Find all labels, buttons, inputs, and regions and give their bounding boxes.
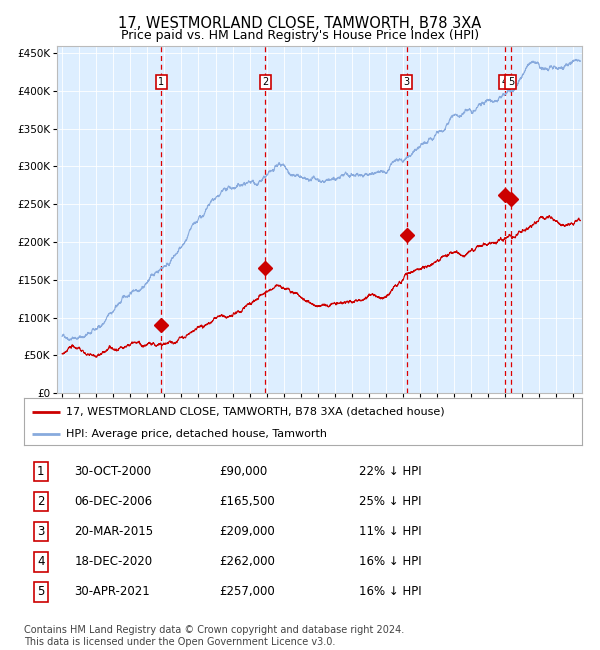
Text: £165,500: £165,500 — [220, 495, 275, 508]
Text: 4: 4 — [37, 555, 44, 568]
Text: £209,000: £209,000 — [220, 525, 275, 538]
Text: 17, WESTMORLAND CLOSE, TAMWORTH, B78 3XA: 17, WESTMORLAND CLOSE, TAMWORTH, B78 3XA — [118, 16, 482, 31]
Text: 2: 2 — [262, 77, 269, 87]
Text: 16% ↓ HPI: 16% ↓ HPI — [359, 555, 421, 568]
Text: 1: 1 — [37, 465, 44, 478]
Text: 30-APR-2021: 30-APR-2021 — [74, 586, 150, 599]
Text: 4: 4 — [502, 77, 508, 87]
Text: 5: 5 — [508, 77, 514, 87]
Text: 20-MAR-2015: 20-MAR-2015 — [74, 525, 154, 538]
Text: 16% ↓ HPI: 16% ↓ HPI — [359, 586, 421, 599]
Text: £90,000: £90,000 — [220, 465, 268, 478]
Text: 1: 1 — [158, 77, 164, 87]
Text: 5: 5 — [37, 586, 44, 599]
Text: 25% ↓ HPI: 25% ↓ HPI — [359, 495, 421, 508]
Text: 17, WESTMORLAND CLOSE, TAMWORTH, B78 3XA (detached house): 17, WESTMORLAND CLOSE, TAMWORTH, B78 3XA… — [66, 406, 445, 417]
Text: HPI: Average price, detached house, Tamworth: HPI: Average price, detached house, Tamw… — [66, 428, 327, 439]
Text: Price paid vs. HM Land Registry's House Price Index (HPI): Price paid vs. HM Land Registry's House … — [121, 29, 479, 42]
Text: 11% ↓ HPI: 11% ↓ HPI — [359, 525, 421, 538]
Text: 18-DEC-2020: 18-DEC-2020 — [74, 555, 152, 568]
Text: £257,000: £257,000 — [220, 586, 275, 599]
Text: 22% ↓ HPI: 22% ↓ HPI — [359, 465, 421, 478]
Text: 06-DEC-2006: 06-DEC-2006 — [74, 495, 152, 508]
Text: Contains HM Land Registry data © Crown copyright and database right 2024.
This d: Contains HM Land Registry data © Crown c… — [24, 625, 404, 647]
Text: £262,000: £262,000 — [220, 555, 275, 568]
Text: 30-OCT-2000: 30-OCT-2000 — [74, 465, 151, 478]
Text: 3: 3 — [37, 525, 44, 538]
Text: 2: 2 — [37, 495, 44, 508]
Text: 3: 3 — [404, 77, 410, 87]
